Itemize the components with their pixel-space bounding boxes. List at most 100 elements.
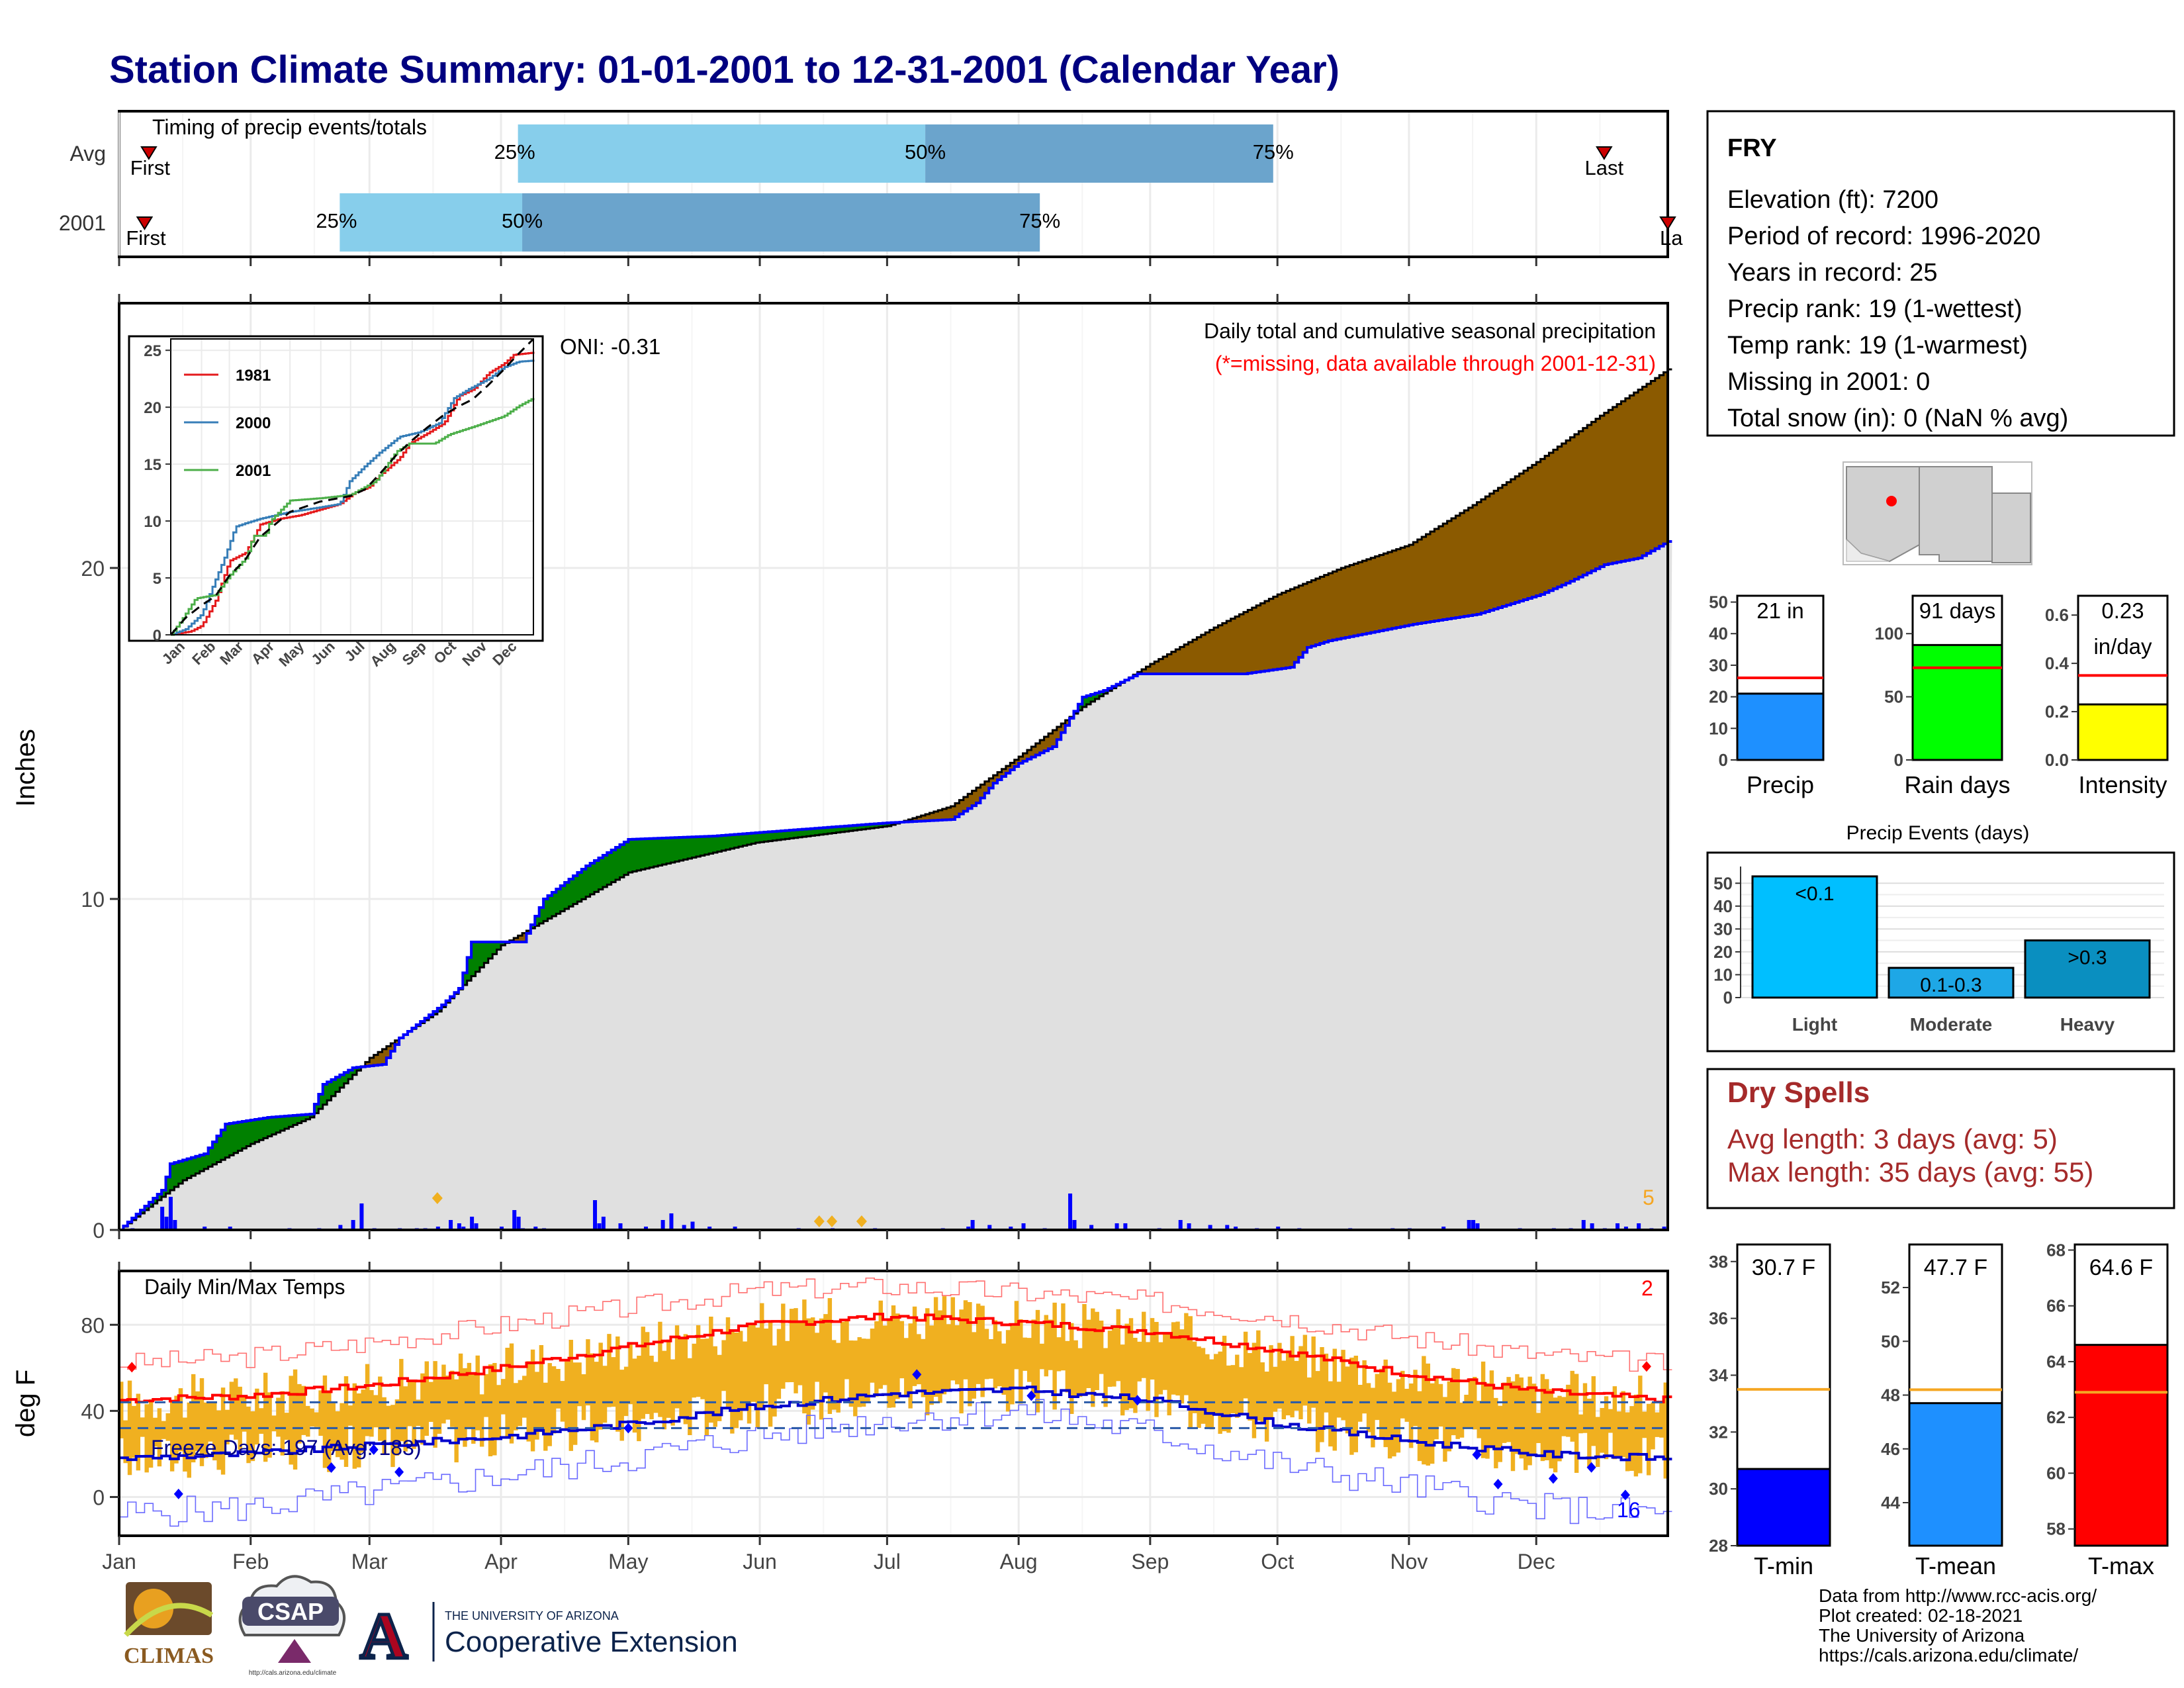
timing-bars: 25% 50% 75% First Last 25% 50% 75% First La (126, 124, 1683, 252)
month-label-oct: Oct (1261, 1550, 1294, 1573)
footer-credits: Data from http://www.rcc-acis.org/ Plot … (1819, 1585, 2097, 1665)
daily-precip-bar-80 (1662, 1227, 1666, 1230)
daily-precip-bar-23 (512, 1210, 517, 1230)
locator-map (1843, 461, 2032, 565)
timing-bar-q3-1 (522, 193, 1040, 252)
last-event-label-1: La (1660, 226, 1683, 250)
csap-logo-mountain (278, 1639, 311, 1663)
footer-line-url: https://cals.arizona.edu/climate/ (1819, 1645, 2078, 1665)
inset-ytick-label-2: 10 (144, 513, 161, 531)
inset-legend: 1981 2000 2001 (184, 367, 271, 480)
summary-ytick-label-0-4: 40 (1709, 624, 1728, 643)
first-event-label-0: First (130, 156, 171, 179)
dry-spells-frame (1706, 1068, 2175, 1209)
last-event-marker-1 (1659, 216, 1676, 230)
summary-ytick-label-2-3: 0.6 (2045, 605, 2069, 625)
summary-value-label-2: 0.23 (2101, 598, 2144, 623)
snow-marker-1 (813, 1215, 825, 1227)
daily-precip-bar-77 (1623, 1227, 1628, 1230)
record-low-marker-11 (1586, 1462, 1596, 1473)
record-low-marker-2 (369, 1444, 379, 1455)
event-bar-heavy (2024, 939, 2151, 999)
temp-summary-ytick-label-2-1: 60 (2046, 1463, 2066, 1483)
station-name: FRY (1727, 134, 1777, 162)
record-low-marker-10 (1548, 1473, 1558, 1484)
temp-summary-bars: 30.7 F 28 30 32 34 36 38 T-min 47.7 F 44 46 48 50 52 T… (1709, 1240, 2169, 1579)
event-bar-label-1: 0.1-0.3 (1920, 974, 1981, 996)
temp-summary-value-label-0: 30.7 F (1752, 1255, 1815, 1280)
footer-line-created: Plot created: 02-18-2021 (1819, 1605, 2023, 1626)
event-category-label-0: Light (1792, 1014, 1837, 1035)
daily-precip-bar-24 (516, 1217, 521, 1230)
timing-bar-q3-0 (925, 124, 1273, 183)
daily-precip-bar-59 (1234, 1227, 1238, 1230)
temp-summary-value-label-1: 47.7 F (1924, 1255, 1987, 1280)
temp-summary-ytick-label-2-4: 66 (2046, 1296, 2066, 1316)
daily-precip-bar-16 (435, 1227, 440, 1230)
summary-ytick-label-2-2: 0.4 (2045, 653, 2070, 673)
temp-summary-ytick-label-2-5: 68 (2046, 1240, 2066, 1260)
month-label-sep: Sep (1131, 1550, 1169, 1573)
daily-precip-bar-10 (351, 1220, 355, 1230)
first-event-marker-1 (136, 216, 154, 230)
snow-marker-3 (856, 1215, 867, 1227)
month-label-apr: Apr (484, 1550, 518, 1573)
temps-y-axis: 0 40 80 (81, 1313, 119, 1509)
summary-category-label-0: Precip (1747, 771, 1814, 798)
month-label-jul: Jul (874, 1550, 901, 1573)
temp-summary-bar-0 (1736, 1468, 1831, 1547)
record-low-marker-9 (1493, 1478, 1503, 1489)
month-label-jan: Jan (102, 1550, 136, 1573)
last-event-marker-0 (1596, 146, 1613, 160)
precip-ytick-label-0: 0 (93, 1219, 105, 1243)
daily-precip-bar-38 (733, 1227, 737, 1230)
climas-logo-text: CLIMAS (124, 1644, 214, 1668)
event-category-label-1: Moderate (1910, 1014, 1992, 1035)
temp-summary-ytick-label-2-3: 64 (2046, 1352, 2066, 1372)
inset-ytick-label-4: 20 (144, 399, 161, 417)
daily-precip-bar-43 (966, 1227, 971, 1230)
temp-summary-ytick-label-1-4: 52 (1881, 1278, 1900, 1297)
summary-category-label-1: Rain days (1904, 771, 2010, 798)
temp-summary-category-label-0: T-min (1754, 1552, 1813, 1579)
temps-daily-bars (119, 1296, 1668, 1479)
daily-precip-bar-31 (618, 1223, 623, 1230)
climas-logo-swoosh (124, 1603, 214, 1637)
summary-bars: 21 in 0 10 20 30 40 50 Precip 91 days 0 50 100 Rain … (1709, 592, 2169, 798)
precip-panel: 0 10 20 Inches Daily total and cumulative … (11, 294, 1672, 1243)
daily-precip-bar-55 (1178, 1220, 1183, 1230)
inset-ytick-label-5: 25 (144, 342, 161, 360)
month-label-may: May (608, 1550, 648, 1573)
first-event-marker-0 (140, 146, 158, 160)
dry-spells-title: Dry Spells (1727, 1076, 1870, 1109)
month-label-feb: Feb (232, 1550, 269, 1573)
temp-summary-category-label-2: T-max (2088, 1552, 2154, 1579)
daily-precip-bar-46 (1009, 1227, 1013, 1230)
record-high-marker-1 (1641, 1361, 1651, 1372)
station-details: Elevation (ft): 7200 Period of record: 19… (1727, 186, 2068, 432)
temp-summary-ytick-label-0-1: 30 (1709, 1479, 1728, 1499)
inset-ytick-label-3: 15 (144, 456, 161, 474)
temp-summary-ytick-label-1-3: 50 (1881, 1331, 1900, 1351)
daily-precip-bar-20 (470, 1217, 475, 1230)
precip-y-axis: 0 10 20 (81, 294, 1537, 1243)
dry-spells-max: Max length: 35 days (avg: 55) (1727, 1156, 2093, 1188)
last-event-label-0: Last (1585, 156, 1624, 179)
station-info-frame (1706, 110, 2175, 437)
daily-precip-bar-69 (1475, 1223, 1480, 1230)
record-max-line (119, 1277, 1672, 1372)
daily-temp-range-bars (119, 1296, 1668, 1479)
temps-ytick-label-2: 80 (81, 1313, 105, 1337)
page-title: Station Climate Summary: 01-01-2001 to 1… (109, 48, 1340, 91)
temps-panel: 0 40 80 Jan Feb Mar Apr May Jun Jul Aug Sep Oct Nov D… (11, 1262, 1672, 1573)
average-min-line (119, 1385, 1672, 1462)
footer-line-data: Data from http://www.rcc-acis.org/ (1819, 1585, 2097, 1606)
summary-value-label-0: 21 in (1756, 598, 1804, 623)
daily-precip-bar-74 (1590, 1223, 1594, 1230)
inset-ytick-label-0: 0 (153, 627, 161, 645)
precip-average-cumulative-line (119, 368, 1672, 1231)
temp-summary-ytick-label-1-1: 46 (1881, 1439, 1900, 1459)
timing-p25-label-1: 25% (316, 209, 357, 232)
precip-areas (119, 368, 1672, 1231)
daily-precip-bar-76 (1615, 1223, 1620, 1230)
